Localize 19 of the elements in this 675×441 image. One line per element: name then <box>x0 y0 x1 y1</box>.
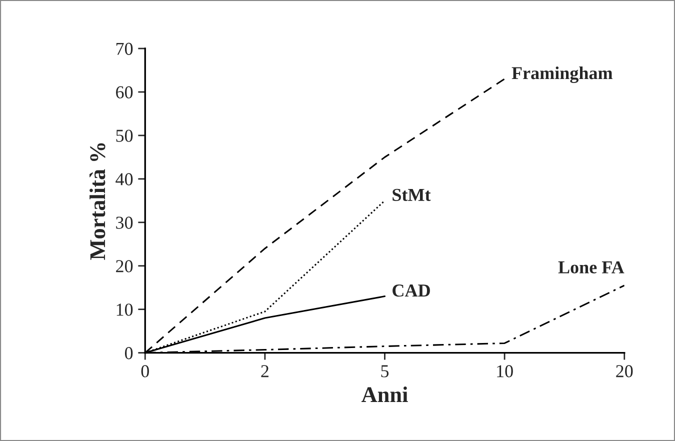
x-tick-label: 10 <box>497 365 513 378</box>
y-tick-label: 10 <box>116 304 133 316</box>
y-axis-title: Mortalità % <box>90 143 106 260</box>
y-tick-label: 70 <box>116 42 133 55</box>
series-label: CAD <box>392 284 430 297</box>
x-tick-label: 5 <box>381 365 389 378</box>
series-label: Lone FA <box>558 261 624 274</box>
y-tick-label: 20 <box>116 260 133 272</box>
y-tick-label: 50 <box>116 130 133 142</box>
y-tick-label: 0 <box>124 347 133 360</box>
series-label: Framingham <box>512 66 613 84</box>
x-tick-label: 0 <box>141 365 149 378</box>
y-tick-label: 30 <box>116 216 133 229</box>
x-axis-title: Anni <box>362 386 408 402</box>
x-tick-label: 20 <box>616 365 633 378</box>
series-label: StMt <box>392 188 431 202</box>
x-tick-label: 2 <box>261 365 268 378</box>
y-tick-label: 40 <box>116 173 133 186</box>
y-tick-label: 60 <box>116 86 133 98</box>
